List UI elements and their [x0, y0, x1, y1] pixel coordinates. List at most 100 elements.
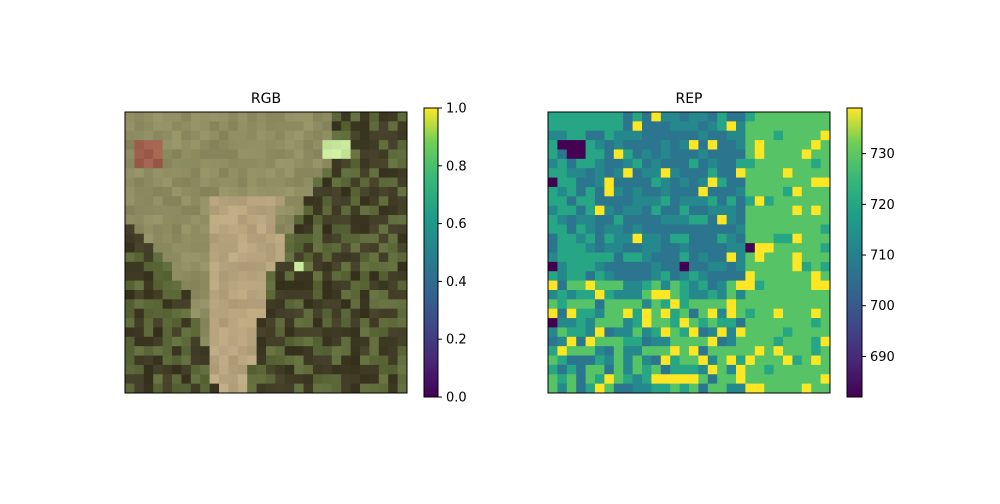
- rep-pixel: [670, 383, 680, 394]
- rgb-pixel: [134, 140, 145, 150]
- rep-pixel: [679, 130, 690, 141]
- rep-pixel: [773, 252, 784, 263]
- rep-pixel: [698, 355, 709, 366]
- rep-pixel: [754, 205, 765, 216]
- rep-pixel: [660, 112, 671, 122]
- rgb-pixel: [181, 336, 192, 347]
- rgb-pixel: [294, 121, 304, 132]
- rgb-pixel: [219, 233, 229, 244]
- rep-pixel: [651, 233, 662, 244]
- rgb-pixel: [181, 149, 192, 160]
- rgb-pixel: [284, 168, 295, 178]
- rep-pixel: [698, 252, 709, 263]
- rgb-pixel: [125, 280, 135, 291]
- rgb-pixel: [256, 364, 267, 375]
- rep-pixel: [745, 308, 756, 319]
- rep-pixel: [604, 158, 615, 169]
- rep-pixel: [595, 261, 605, 272]
- rep-pixel: [801, 196, 812, 207]
- rgb-pixel: [322, 327, 333, 338]
- rgb-pixel: [266, 186, 276, 197]
- rgb-pixel: [200, 271, 210, 281]
- rep-pixel: [595, 289, 605, 300]
- rep-pixel: [642, 243, 652, 253]
- rep-pixel: [689, 121, 699, 132]
- rep-pixel: [745, 299, 756, 310]
- rep-pixel: [698, 280, 709, 291]
- rep-pixel: [698, 336, 709, 347]
- rep-pixel: [773, 112, 784, 122]
- rep-pixel: [660, 299, 671, 310]
- rep-pixel: [548, 149, 558, 160]
- rgb-pixel: [200, 121, 210, 132]
- rep-pixel: [585, 112, 596, 122]
- rgb-pixel: [228, 149, 239, 160]
- rep-pixel: [651, 168, 662, 178]
- rgb-pixel: [237, 289, 248, 300]
- rep-pixel: [801, 336, 812, 347]
- rep-pixel: [773, 346, 784, 356]
- rgb-pixel: [162, 224, 173, 235]
- rgb-pixel: [219, 121, 229, 132]
- rgb-pixel: [331, 233, 342, 244]
- rgb-pixel: [350, 280, 361, 291]
- rgb-pixel: [360, 215, 370, 225]
- rep-pixel: [792, 252, 803, 263]
- rgb-pixel: [219, 261, 229, 272]
- rep-pixel: [670, 261, 680, 272]
- rep-pixel: [585, 215, 596, 225]
- rgb-pixel: [247, 280, 257, 291]
- rep-pixel: [801, 158, 812, 169]
- rep-pixel: [783, 346, 793, 356]
- rgb-pixel: [360, 112, 370, 122]
- rep-pixel: [557, 327, 568, 338]
- rgb-pixel: [162, 280, 173, 291]
- rep-pixel: [595, 140, 605, 150]
- rep-pixel: [820, 308, 831, 319]
- rep-pixel: [632, 346, 643, 356]
- rep-pixel: [642, 308, 652, 319]
- rep-pixel: [736, 215, 746, 225]
- rgb-pixel: [284, 149, 295, 160]
- rgb-pixel: [209, 280, 220, 291]
- rgb-pixel: [237, 215, 248, 225]
- rep-pixel: [801, 112, 812, 122]
- rgb-pixel: [331, 355, 342, 366]
- rep-pixel: [811, 271, 821, 281]
- rep-pixel: [783, 224, 793, 235]
- rgb-pixel: [303, 261, 314, 272]
- rep-pixel: [595, 243, 605, 253]
- rep-pixel: [726, 243, 737, 253]
- rep-pixel: [726, 205, 737, 216]
- rgb-pixel: [219, 112, 229, 122]
- rgb-pixel: [247, 224, 257, 235]
- rgb-pixel: [294, 224, 304, 235]
- rgb-pixel: [162, 121, 173, 132]
- rep-pixel: [811, 261, 821, 272]
- rgb-pixel: [388, 374, 398, 385]
- rep-pixel: [736, 318, 746, 328]
- rep-pixel: [660, 252, 671, 263]
- rep-pixel: [566, 383, 577, 394]
- rep-pixel: [604, 186, 615, 197]
- rgb-pixel: [275, 383, 286, 394]
- rep-pixel: [707, 374, 718, 385]
- rep-pixel: [726, 215, 737, 225]
- rgb-pixel: [331, 280, 342, 291]
- rep-pixel: [548, 252, 558, 263]
- rgb-pixel: [181, 158, 192, 169]
- rgb-pixel: [341, 130, 351, 141]
- rep-pixel: [754, 355, 765, 366]
- rgb-pixel: [247, 177, 257, 188]
- rgb-pixel: [360, 346, 370, 356]
- rgb-pixel: [143, 261, 154, 272]
- rep-pixel: [820, 261, 831, 272]
- rep-pixel: [632, 243, 643, 253]
- rep-pixel: [717, 383, 727, 394]
- rgb-pixel: [153, 364, 163, 375]
- rep-pixel: [689, 168, 699, 178]
- rep-pixel: [576, 177, 586, 188]
- rep-pixel: [736, 280, 746, 291]
- rep-pixel: [745, 280, 756, 291]
